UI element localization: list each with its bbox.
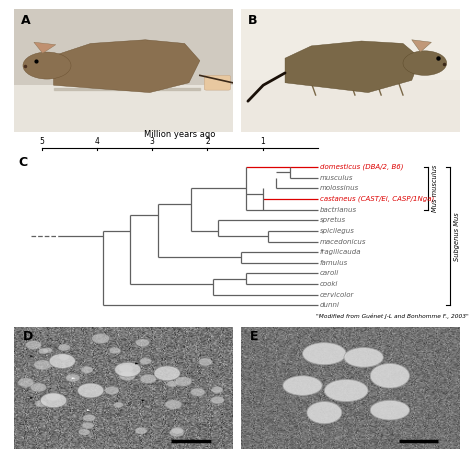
Ellipse shape [307, 402, 342, 424]
Circle shape [35, 400, 46, 407]
Text: 4: 4 [95, 137, 100, 146]
Ellipse shape [283, 376, 322, 395]
FancyBboxPatch shape [241, 80, 460, 132]
Polygon shape [54, 40, 200, 93]
Circle shape [46, 393, 60, 401]
Circle shape [18, 378, 34, 387]
Text: Million years ago: Million years ago [144, 130, 216, 139]
Circle shape [211, 396, 224, 404]
Text: C: C [18, 156, 27, 169]
Ellipse shape [370, 400, 410, 420]
FancyBboxPatch shape [14, 85, 233, 132]
Ellipse shape [302, 343, 346, 365]
Circle shape [403, 51, 447, 75]
Text: Subgenus Mus: Subgenus Mus [454, 212, 460, 261]
Circle shape [31, 383, 46, 392]
Circle shape [120, 371, 132, 377]
Text: "Modified from Guénet J-L and Bonhomme F., 2003": "Modified from Guénet J-L and Bonhomme F… [316, 314, 469, 320]
Polygon shape [87, 409, 91, 411]
Circle shape [115, 362, 141, 377]
Text: castaneus (CAST/Ei, CASP/1Nga): castaneus (CAST/Ei, CASP/1Nga) [320, 196, 434, 202]
Circle shape [114, 402, 123, 408]
Circle shape [79, 429, 90, 435]
Text: bactrianus: bactrianus [320, 207, 357, 212]
Circle shape [66, 374, 80, 382]
FancyBboxPatch shape [241, 9, 460, 132]
Circle shape [167, 381, 178, 387]
Circle shape [119, 371, 136, 380]
Circle shape [136, 339, 149, 346]
Circle shape [105, 386, 119, 395]
Circle shape [26, 340, 41, 350]
Text: famulus: famulus [320, 260, 348, 266]
Circle shape [171, 427, 183, 434]
Circle shape [140, 358, 151, 364]
FancyBboxPatch shape [204, 75, 230, 90]
Text: spretus: spretus [320, 217, 346, 223]
Circle shape [109, 347, 120, 354]
Text: dunni: dunni [320, 302, 340, 308]
Ellipse shape [370, 364, 410, 388]
Text: cervicolor: cervicolor [320, 292, 354, 298]
Polygon shape [72, 377, 75, 379]
Circle shape [78, 383, 104, 398]
Text: fragilicauda: fragilicauda [320, 249, 361, 255]
Text: spicilegus: spicilegus [320, 228, 355, 234]
Circle shape [40, 393, 67, 408]
Text: 1: 1 [260, 137, 265, 146]
Circle shape [191, 388, 205, 396]
Circle shape [140, 375, 156, 383]
Circle shape [199, 358, 212, 365]
Circle shape [43, 348, 52, 353]
Text: molossinus: molossinus [320, 185, 359, 191]
Polygon shape [135, 363, 139, 365]
Polygon shape [30, 397, 34, 399]
Text: macedonicus: macedonicus [320, 238, 366, 245]
Circle shape [165, 400, 182, 409]
Text: cooki: cooki [320, 281, 338, 287]
Circle shape [38, 348, 48, 354]
Circle shape [154, 366, 180, 381]
Text: musculus: musculus [320, 175, 353, 181]
FancyBboxPatch shape [14, 9, 233, 85]
Text: 2: 2 [205, 137, 210, 146]
Text: 5: 5 [39, 137, 44, 146]
Circle shape [175, 377, 192, 386]
Circle shape [119, 365, 133, 372]
Circle shape [81, 366, 93, 373]
Circle shape [170, 429, 184, 437]
Polygon shape [285, 41, 420, 93]
Text: caroli: caroli [320, 271, 339, 276]
Circle shape [83, 415, 95, 421]
Polygon shape [34, 42, 56, 53]
Circle shape [92, 334, 109, 343]
Circle shape [58, 344, 70, 350]
Circle shape [211, 386, 223, 393]
Ellipse shape [344, 348, 383, 367]
Text: 3: 3 [150, 137, 155, 146]
Text: D: D [23, 331, 33, 343]
Ellipse shape [324, 380, 368, 402]
Circle shape [34, 360, 51, 370]
Polygon shape [412, 40, 431, 52]
Circle shape [23, 52, 71, 79]
Circle shape [49, 354, 75, 368]
Polygon shape [30, 355, 34, 357]
Text: Mus musculus: Mus musculus [432, 165, 438, 212]
Circle shape [82, 422, 93, 429]
Text: E: E [250, 331, 259, 343]
Text: B: B [248, 14, 257, 27]
Circle shape [135, 427, 147, 434]
Text: A: A [21, 14, 30, 27]
Polygon shape [142, 400, 145, 401]
Circle shape [59, 354, 69, 360]
Text: domesticus (DBA/2, B6): domesticus (DBA/2, B6) [320, 163, 403, 170]
